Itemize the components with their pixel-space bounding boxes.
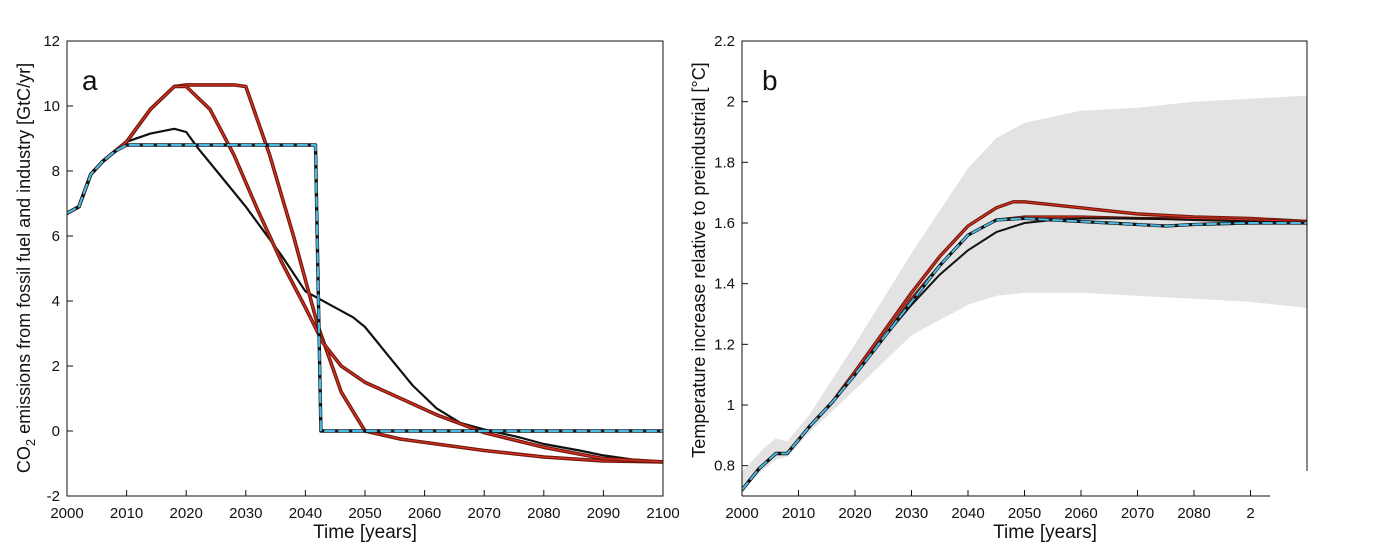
panel-a-y-tick-label: 2	[52, 358, 60, 375]
panel-b-x-tick-label: 2030	[895, 505, 928, 522]
panel-a-x-tick-label: 2020	[170, 505, 203, 522]
panel-a-x-tick-label: 2100	[646, 505, 679, 522]
panel-b-x-tick-label: 2	[1246, 505, 1254, 522]
panel-b-series-group	[742, 95, 1307, 492]
panel-b-y-tick-label: 1.6	[714, 215, 735, 232]
panel-a-x-tick-label: 2010	[110, 505, 143, 522]
panel-b-x-tick-label: 2040	[951, 505, 984, 522]
panel-a-series-line-6	[67, 143, 663, 433]
panel-a-y-tick-label: 8	[52, 163, 60, 180]
panel-b-y-ticks: 0.8 1 1.2 1.4 1.6 1.8 2 2.2	[714, 33, 748, 475]
panel-a-x-tick-label: 2080	[527, 505, 560, 522]
panel-b: 2000 2010 2020 2030 2040 2050 2060 2070 2080 2 0.…	[689, 33, 1308, 543]
panel-b-x-tick-label: 2010	[782, 505, 815, 522]
panel-b-y-tick-label: 1.2	[714, 336, 735, 353]
panel-b-y-axis-label: Temperature increase relative to preindu…	[689, 62, 709, 457]
panel-a-y-ticks: -2 0 2 4 6 8 10 12	[43, 33, 73, 505]
panel-a-x-tick-label: 2030	[229, 505, 262, 522]
panel-b-axes-frame	[741, 40, 1308, 471]
panel-b-x-tick-label: 2050	[1008, 505, 1041, 522]
panel-b-x-tick-label: 2020	[838, 505, 871, 522]
panel-a-y-tick-label: 0	[52, 423, 60, 440]
panel-a-series-group	[67, 83, 663, 464]
panel-a-y-tick-label: 12	[43, 33, 60, 50]
panel-a-x-tick-label: 2060	[408, 505, 441, 522]
panel-b-y-tick-label: 1.8	[714, 154, 735, 171]
panel-b-y-tick-label: 2.2	[714, 33, 735, 50]
panel-b-y-tick-label: 0.8	[714, 458, 735, 475]
panel-b-x-axis-label: Time [years]	[993, 522, 1097, 543]
panel-a-x-tick-label: 2090	[587, 505, 620, 522]
panel-b-series-line-7	[742, 217, 1307, 491]
panel-b-label: b	[762, 65, 778, 96]
panel-b-y-tick-label: 1.4	[714, 276, 735, 293]
panel-a-y-axis-label-subscript: 2	[23, 439, 38, 446]
panel-b-uncertainty-band	[742, 95, 1307, 490]
panel-a-x-tick-label: 2040	[289, 505, 322, 522]
panel-a-x-tick-label: 2050	[348, 505, 381, 522]
panel-a-y-tick-label: 10	[43, 98, 60, 115]
panel-a-label: a	[82, 65, 98, 96]
panel-b-x-tick-label: 2000	[725, 505, 758, 522]
panel-a-y-axis-label: CO2 emissions from fossil fuel and indus…	[14, 63, 38, 473]
panel-a-x-tick-label: 2000	[50, 505, 83, 522]
panel-b-x-tick-label: 2060	[1064, 505, 1097, 522]
panel-b-x-tick-label: 2070	[1121, 505, 1154, 522]
panel-a: 2000 2010 2020 2030 2040 2050 2060 2070 2080 2090…	[14, 33, 680, 543]
panel-b-y-tick-label: 2	[727, 94, 735, 111]
panel-b-x-tick-label: 2080	[1177, 505, 1210, 522]
panel-b-x-ticks: 2000 2010 2020 2030 2040 2050 2060 2070 2080 2	[725, 490, 1255, 522]
panel-a-x-ticks: 2000 2010 2020 2030 2040 2050 2060 2070 2080 2090…	[50, 490, 680, 522]
panel-a-y-axis-label-prefix: CO	[14, 446, 34, 473]
panel-a-x-tick-label: 2070	[468, 505, 501, 522]
panel-a-y-tick-label: 4	[52, 293, 60, 310]
panel-a-y-tick-label: -2	[47, 488, 60, 505]
panel-a-y-tick-label: 6	[52, 228, 60, 245]
panel-a-y-axis-label-suffix: emissions from fossil fuel and industry …	[14, 63, 34, 439]
panel-a-x-axis-label: Time [years]	[313, 522, 417, 543]
panel-b-y-tick-label: 1	[727, 397, 735, 414]
